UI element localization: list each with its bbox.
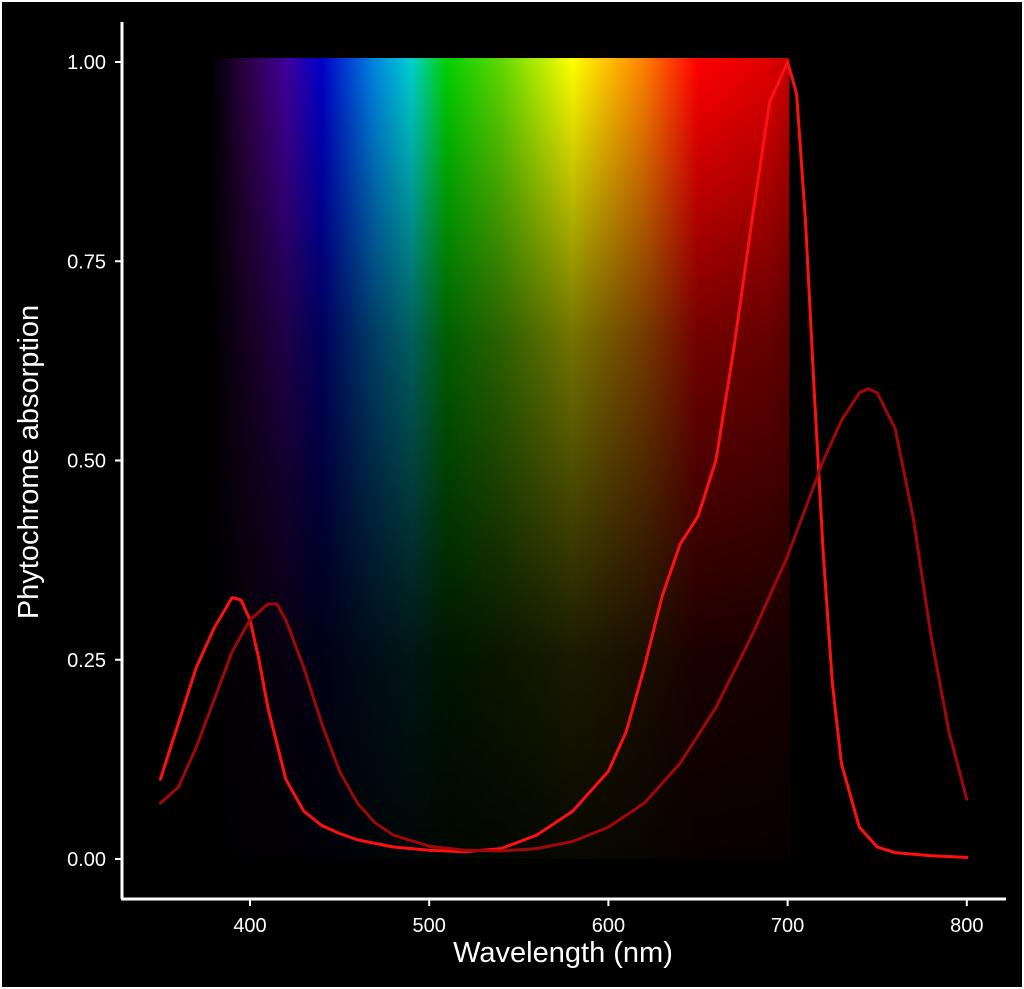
series-line-2 [158,387,969,853]
x-tick-label: 600 [592,915,625,937]
y-tick-label: 0.25 [67,650,106,672]
x-axis-label: Wavelength (nm) [453,937,673,969]
y-axis-label: Phytochrome absorption [13,305,45,619]
x-tick-label: 700 [771,915,804,937]
x-tick-label: 400 [233,915,266,937]
visible-spectrum-band [210,58,790,859]
y-tick-label: 0.50 [67,451,106,473]
spectrum-fade [210,58,790,859]
y-tick-label: 1.00 [67,52,106,74]
x-tick-label: 500 [413,915,446,937]
x-tick-label: 800 [950,915,983,937]
y-tick-label: 0.75 [67,251,106,273]
y-tick-label: 0.00 [67,849,106,871]
series-line-1 [158,60,969,859]
